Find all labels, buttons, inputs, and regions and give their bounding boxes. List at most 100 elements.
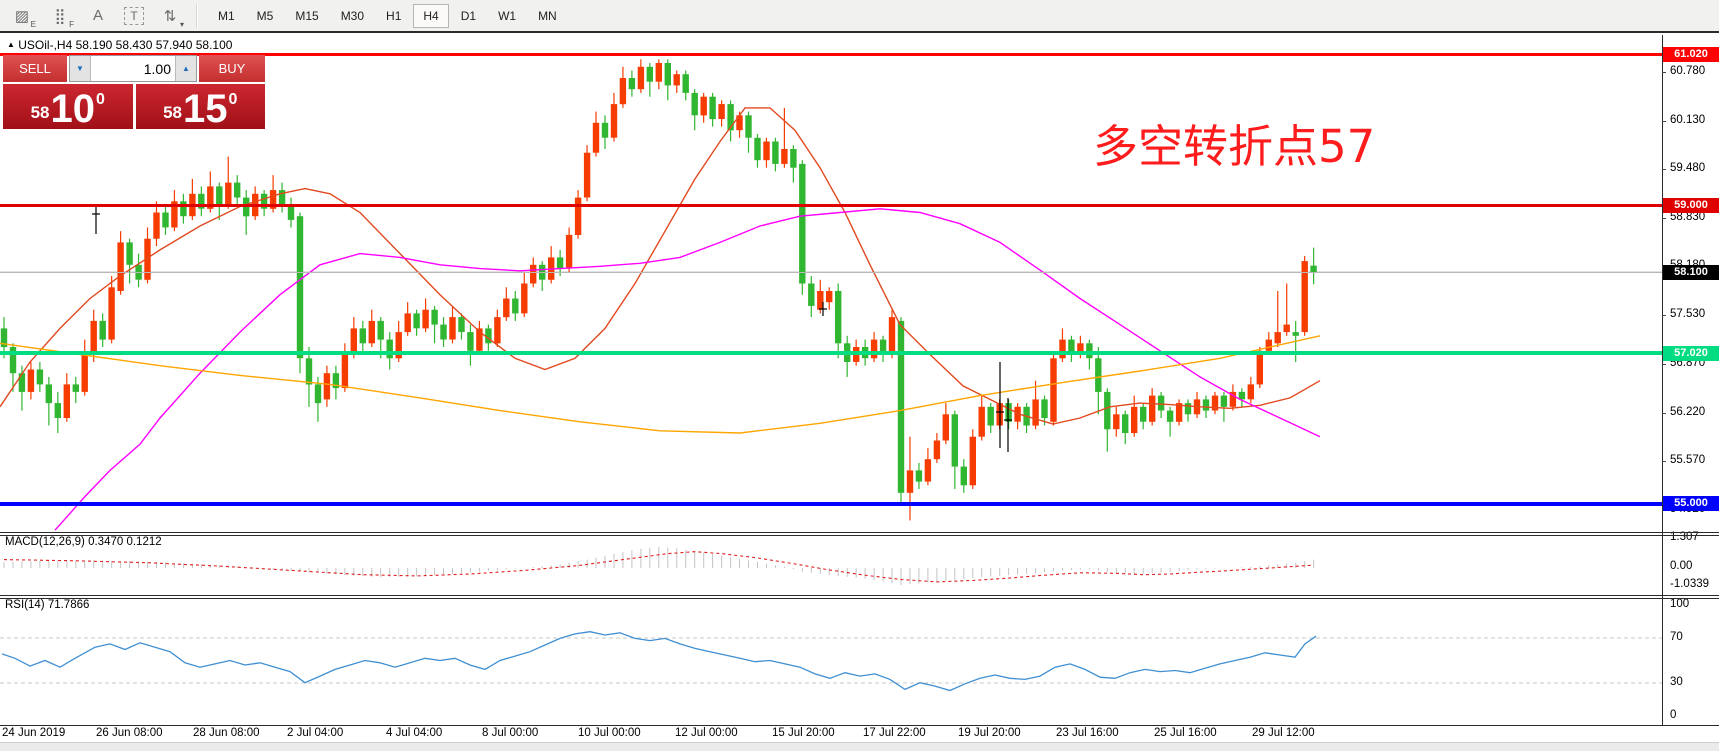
price-axis-tick (1662, 461, 1666, 462)
candle-body (36, 369, 44, 385)
price-level-tag: 55.000 (1663, 496, 1719, 511)
price-level-tag: 57.020 (1663, 346, 1719, 361)
timeframe-buttons: M1 M5 M15 M30 H1 H4 D1 W1 MN (208, 3, 567, 28)
candle-body (772, 141, 779, 164)
grid-icon[interactable]: ⣿ F (54, 7, 75, 29)
candle-body (108, 287, 115, 340)
chart-text-annotation: 多空转折点57 (1093, 120, 1376, 173)
candle-body (0, 328, 8, 348)
price-axis-tick (1662, 169, 1666, 170)
timeframe-h1[interactable]: H1 (386, 8, 402, 23)
timeframe-m1[interactable]: M1 (218, 8, 235, 23)
candle-body (1059, 339, 1066, 359)
text-label-icon[interactable]: A (92, 7, 103, 24)
candle-body (1184, 403, 1192, 415)
candle-body (54, 403, 61, 418)
time-axis-label: 2 Jul 04:00 (287, 727, 344, 739)
candle-body (1265, 339, 1272, 351)
horizontal-level-line[interactable] (0, 272, 1662, 273)
sell-price-display[interactable]: 58 10 0 (3, 84, 133, 129)
candle-body (404, 313, 411, 333)
candle-body (260, 193, 268, 209)
rsi-axis-label: 100 (1670, 598, 1690, 610)
candle-body (171, 201, 178, 228)
candle-body (440, 324, 447, 340)
buy-price-big: 15 (183, 87, 228, 131)
timeframe-mn[interactable]: MN (538, 8, 557, 23)
candle-body (180, 201, 187, 217)
price-axis-label: 56.220 (1670, 406, 1706, 418)
horizontal-level-line[interactable] (0, 53, 1662, 56)
timeframe-m15[interactable]: M15 (295, 8, 319, 23)
timeframe-m30[interactable]: M30 (340, 8, 365, 23)
candle-body (601, 122, 609, 138)
toolbar: ▨ E ⣿ F A T ⇅ ▾ M1 M5 M15 M30 H1 H4 D1 W1 MN (0, 0, 1719, 33)
candle-body (1149, 395, 1156, 422)
candle-body (305, 358, 313, 385)
pane-separator (0, 535, 1719, 536)
candle-body (1283, 324, 1290, 333)
volume-down-icon[interactable]: ▼ (70, 56, 91, 81)
horizontal-level-line[interactable] (0, 351, 1662, 355)
candle-body (1077, 343, 1084, 355)
candle-body (458, 317, 465, 332)
timeframe-d1[interactable]: D1 (460, 8, 477, 23)
toolbar-separator (196, 3, 198, 28)
candle-body (664, 63, 671, 86)
cycles-icon-sub: ▾ (179, 19, 184, 29)
candle-body (287, 205, 295, 220)
candle-body (530, 264, 537, 284)
time-axis-label: 17 Jul 22:00 (863, 727, 926, 739)
price-axis-label: 60.780 (1670, 65, 1706, 77)
candle-body (1157, 395, 1165, 411)
candle-body (1104, 391, 1111, 430)
candle-body (1292, 332, 1299, 336)
buy-price-sup: 0 (228, 91, 238, 108)
candle-body (1247, 384, 1254, 400)
price-level-tag: 59.000 (1663, 198, 1719, 213)
macd-axis-label: 0.00 (1670, 560, 1693, 572)
candle-body (18, 373, 26, 392)
pane-separator[interactable] (0, 532, 1719, 533)
time-axis-label: 12 Jul 00:00 (675, 727, 738, 739)
bottom-scroll-strip[interactable] (0, 742, 1719, 751)
candle-body (1014, 406, 1021, 422)
candle-body (1095, 358, 1102, 392)
timeframe-m5[interactable]: M5 (256, 8, 274, 23)
candle-body (45, 384, 52, 404)
price-axis-tick (1662, 72, 1666, 73)
time-axis-label: 24 Jun 2019 (2, 727, 66, 739)
candle-body (117, 242, 124, 291)
candle-body (906, 470, 914, 493)
buy-price-display[interactable]: 58 15 0 (135, 84, 265, 131)
candle-body (1202, 399, 1210, 411)
candle-body (521, 283, 528, 314)
new-order-icon-sub: E (30, 19, 36, 29)
candle-body (637, 66, 645, 90)
buy-button[interactable]: BUY (199, 55, 265, 82)
price-axis-label: 60.130 (1670, 114, 1706, 126)
horizontal-level-line[interactable] (0, 502, 1662, 506)
cycles-icon[interactable]: ⇅ ▾ (163, 7, 184, 29)
macd-label: MACD(12,26,9) 0.3470 0.1212 (5, 536, 162, 548)
volume-up-icon[interactable]: ▲ (175, 56, 196, 81)
quote-bar: ▲ USOil-,H4 58.190 58.430 57.940 58.100 (7, 38, 232, 52)
pane-separator[interactable] (0, 595, 1719, 596)
rsi-axis-label: 0 (1670, 709, 1677, 721)
volume-input[interactable] (91, 56, 175, 81)
new-order-icon[interactable]: ▨ E (14, 7, 36, 29)
text-box-icon[interactable]: T (124, 6, 144, 25)
time-axis-label: 26 Jun 08:00 (96, 727, 163, 739)
price-axis-label: 58.830 (1670, 211, 1706, 223)
sell-price-sup: 0 (96, 91, 105, 108)
horizontal-level-line[interactable] (0, 204, 1662, 207)
timeframe-w1[interactable]: W1 (498, 8, 517, 23)
candle-body (745, 115, 752, 138)
sell-button[interactable]: SELL (3, 55, 67, 82)
candle-body (386, 339, 393, 359)
candle-body (1220, 395, 1228, 407)
candle-body (359, 328, 366, 344)
candle-body (987, 406, 994, 426)
timeframe-h4[interactable]: H4 (413, 3, 449, 28)
